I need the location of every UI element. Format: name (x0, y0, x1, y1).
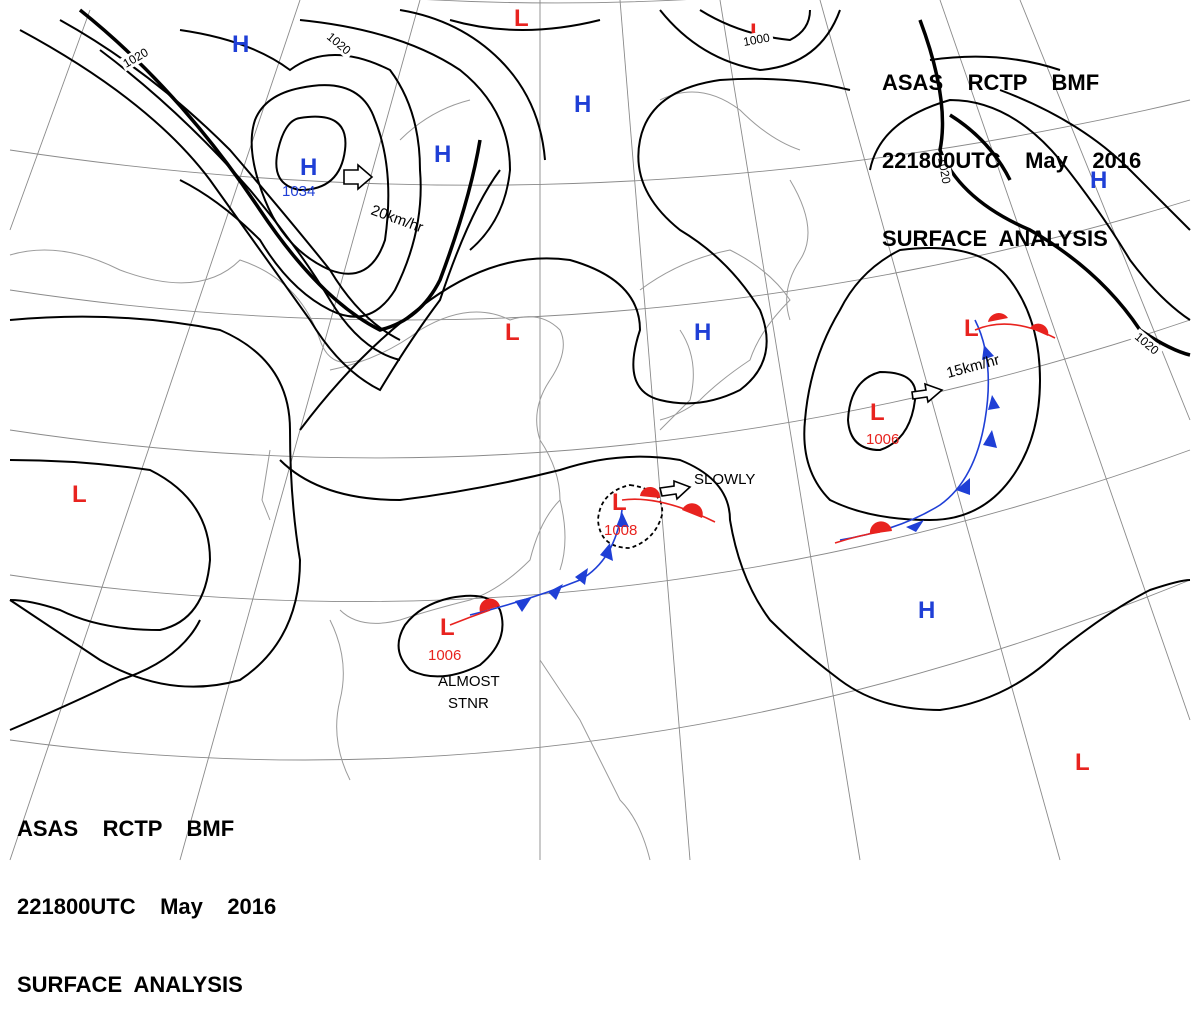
high-pressure-center: H (1090, 167, 1107, 194)
center-pressure-value: 1008 (604, 522, 637, 539)
warm-front-bump (479, 598, 500, 612)
cold-front-barb (988, 395, 1000, 410)
center-letter: H (300, 154, 317, 181)
low-pressure-center: L (514, 5, 529, 32)
motion-arrows (343, 163, 944, 501)
warm-front-central (621, 498, 716, 523)
isobar-label-bg (934, 154, 955, 189)
warm-front-west (449, 609, 491, 626)
center-pressure-value: 1006 (428, 647, 461, 664)
warm-front-bump (988, 313, 1008, 322)
motion-note: ALMOST (438, 673, 500, 690)
warm-front-east-tail (834, 531, 881, 544)
motion-note: SLOWLY (694, 471, 755, 488)
low-pressure-center: L (72, 481, 87, 508)
center-letter: L (1075, 749, 1090, 776)
low-pressure-center: L 1006 (428, 614, 461, 664)
center-letter: L (72, 481, 87, 508)
cold-front-barb (548, 584, 563, 600)
coastlines (9, 91, 809, 861)
center-letter: L (870, 399, 885, 426)
center-letter: H (434, 141, 451, 168)
latitude-lines (9, 0, 1191, 761)
cold-front-barb (575, 568, 588, 585)
motion-notes: 20km/hr 15km/hr SLOWLY ALMOST STNR (369, 202, 1002, 712)
high-pressure-center: H (918, 597, 935, 624)
cold-front-barb (515, 597, 532, 612)
motion-note: STNR (448, 695, 489, 712)
isobar-label-bg (118, 43, 154, 72)
motion-arrow-east (659, 479, 692, 501)
center-letter: H (694, 319, 711, 346)
center-letter: L (612, 489, 627, 516)
longitude-lines (9, 0, 1191, 861)
isobars (9, 9, 1191, 731)
motion-arrow-east (343, 163, 374, 191)
title-line-3: SURFACE ANALYSIS (882, 226, 1108, 251)
isobar-value-label: 1020 (935, 156, 953, 185)
center-pressure-value: 1034 (282, 183, 315, 200)
low-pressure-center: L (1075, 749, 1090, 776)
low-pressure-center: L 1008 (604, 489, 637, 539)
map-title-bottom: ASAS RCTP BMF 221800UTC May 2016 SURFACE… (17, 764, 276, 1024)
warm-front-bump (640, 486, 661, 498)
low-pressure-center: L 1006 (866, 399, 899, 448)
low-pressure-center: L (505, 319, 520, 346)
low-pressure-center: L (964, 315, 979, 342)
title-line-2: 221800UTC May 2016 (882, 148, 1142, 173)
cold-front-barb (616, 512, 629, 527)
cold-front-barb (956, 478, 970, 495)
cold-front-east (839, 319, 990, 541)
high-pressure-center: H (232, 31, 249, 58)
cold-front-barb (983, 430, 997, 448)
high-pressure-center: H 1034 (282, 154, 317, 200)
center-letter: H (232, 31, 249, 58)
isobar-label-bg (1130, 328, 1165, 360)
title-line-3: SURFACE ANALYSIS (17, 972, 243, 997)
high-pressure-center: H (694, 319, 711, 346)
weather-map: HH1034HHHHHLLLLL1008L1006L1006LL 1020102… (9, 0, 1191, 861)
motion-arrow-east (911, 382, 944, 404)
warm-front-bump (682, 503, 703, 518)
fronts (449, 313, 1056, 626)
cold-front-barb (982, 345, 994, 360)
motion-note: 20km/hr (369, 202, 426, 237)
title-line-1: ASAS RCTP BMF (17, 816, 235, 841)
center-pressure-value: 1006 (866, 431, 899, 448)
cold-front-barb (906, 520, 924, 532)
isobar-value-label: 1000 (742, 30, 771, 48)
high-pressure-center: H (434, 141, 451, 168)
map-title-top: ASAS RCTP BMF 221800UTC May 2016 SURFACE… (882, 18, 1141, 278)
center-letter: H (1090, 167, 1107, 194)
title-line-1: ASAS RCTP BMF (882, 70, 1100, 95)
motion-note: 15km/hr (945, 351, 1002, 381)
center-letter: L (440, 614, 455, 641)
cold-front-barb (600, 543, 613, 561)
isobar-label-bg (740, 29, 775, 50)
warm-front-bump (869, 521, 892, 534)
center-letter: L (505, 319, 520, 346)
center-letter: L (964, 315, 979, 342)
title-line-2: 221800UTC May 2016 (17, 894, 277, 919)
isobar-label-bg (322, 28, 357, 60)
high-pressure-center: H (574, 91, 591, 118)
center-letter: H (918, 597, 935, 624)
warm-front-bump (1030, 323, 1049, 336)
center-letter: L (514, 5, 529, 32)
pressure-centers: HH1034HHHHHLLLLL1008L1006L1006LL (72, 5, 1107, 776)
center-letter: H (574, 91, 591, 118)
